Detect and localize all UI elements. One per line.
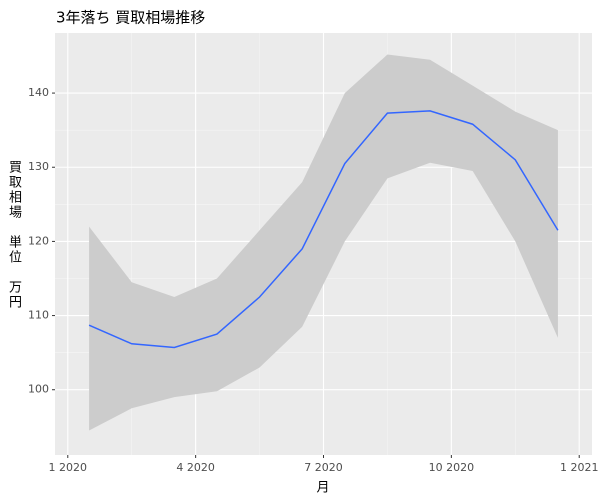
y-axis-label: 買取相場 単位 万円	[6, 160, 21, 310]
y-tick-label: 100	[28, 383, 49, 396]
y-tick-label: 120	[28, 234, 49, 247]
trend-line	[88, 110, 559, 349]
chart-title: 3年落ち 買取相場推移	[56, 9, 205, 27]
confidence-band	[89, 54, 558, 431]
x-tick-label: 4 2020	[176, 461, 215, 474]
x-tick-label: 1 2020	[49, 461, 88, 474]
x-tick-label: 1 2021	[560, 461, 599, 474]
x-tick-label: 7 2020	[304, 461, 343, 474]
y-tick-label: 140	[28, 86, 49, 99]
x-axis-label: 月	[316, 481, 329, 496]
x-tick-label: 10 2020	[429, 461, 475, 474]
y-tick-label: 110	[28, 309, 49, 322]
y-tick-label: 130	[28, 160, 49, 173]
